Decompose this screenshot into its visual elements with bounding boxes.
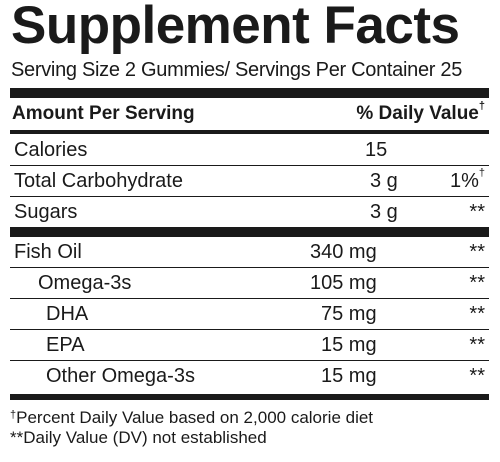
nutrient-dv: ** [469, 201, 485, 223]
nutrient-dv: ** [469, 272, 485, 294]
divider-medium [10, 130, 489, 134]
row-separator [10, 360, 489, 361]
nutrient-dv: ** [469, 334, 485, 356]
nutrient-name: Omega-3s [38, 272, 132, 294]
nutrient-amount: 15 mg [321, 365, 377, 387]
nutrient-amount: 15 [365, 139, 388, 161]
nutrient-name: DHA [46, 303, 89, 325]
divider-bottom [10, 394, 489, 400]
nutrient-name: Sugars [14, 201, 78, 223]
nutrient-amount: 3 g [370, 201, 398, 223]
nutrient-amount: 105 mg [310, 272, 377, 294]
nutrient-amount: 3 g [370, 170, 398, 192]
nutrient-row-other-omega-3s: Other Omega-3s 15 mg ** [10, 361, 489, 391]
column-header-row: Amount Per Serving % Daily Value† [10, 99, 489, 129]
nutrient-dv: ** [469, 241, 485, 263]
nutrient-dv: 1%† [449, 167, 485, 192]
nutrient-row-epa: EPA 15 mg ** [10, 330, 489, 360]
nutrient-row-calories: Calories 15 [10, 135, 489, 165]
nutrient-dv: ** [469, 365, 485, 387]
row-separator [10, 165, 489, 166]
amount-per-serving-header: Amount Per Serving [12, 103, 195, 124]
serving-info: Serving Size 2 Gummies/ Servings Per Con… [11, 59, 463, 81]
nutrient-amount: 15 mg [321, 334, 377, 356]
nutrient-name: Calories [14, 139, 88, 161]
panel-title: Supplement Facts [11, 0, 460, 55]
footnote-dagger: †Percent Daily Value based on 2,000 calo… [10, 408, 374, 427]
nutrient-name: EPA [46, 334, 85, 356]
row-separator [10, 196, 489, 197]
nutrient-name: Other Omega-3s [46, 365, 195, 387]
row-separator [10, 267, 489, 268]
nutrient-row-fish-oil: Fish Oil 340 mg ** [10, 237, 489, 267]
footnote-double-star: **Daily Value (DV) not established [10, 428, 267, 447]
row-separator [10, 298, 489, 299]
daily-value-header: % Daily Value† [356, 100, 485, 124]
divider-thick [10, 88, 489, 98]
supplement-facts-panel: Supplement Facts Serving Size 2 Gummies/… [5, 0, 495, 462]
nutrient-row-dha: DHA 75 mg ** [10, 299, 489, 329]
nutrient-amount: 340 mg [310, 241, 377, 263]
divider-thick [10, 227, 489, 237]
row-separator [10, 329, 489, 330]
nutrient-row-sugars: Sugars 3 g ** [10, 197, 489, 227]
nutrient-dv: ** [469, 303, 485, 325]
nutrient-name: Fish Oil [14, 241, 82, 263]
nutrient-row-total-carbohydrate: Total Carbohydrate 3 g 1%† [10, 166, 489, 196]
nutrient-amount: 75 mg [321, 303, 377, 325]
nutrient-name: Total Carbohydrate [14, 170, 183, 192]
nutrient-row-omega-3s: Omega-3s 105 mg ** [10, 268, 489, 298]
